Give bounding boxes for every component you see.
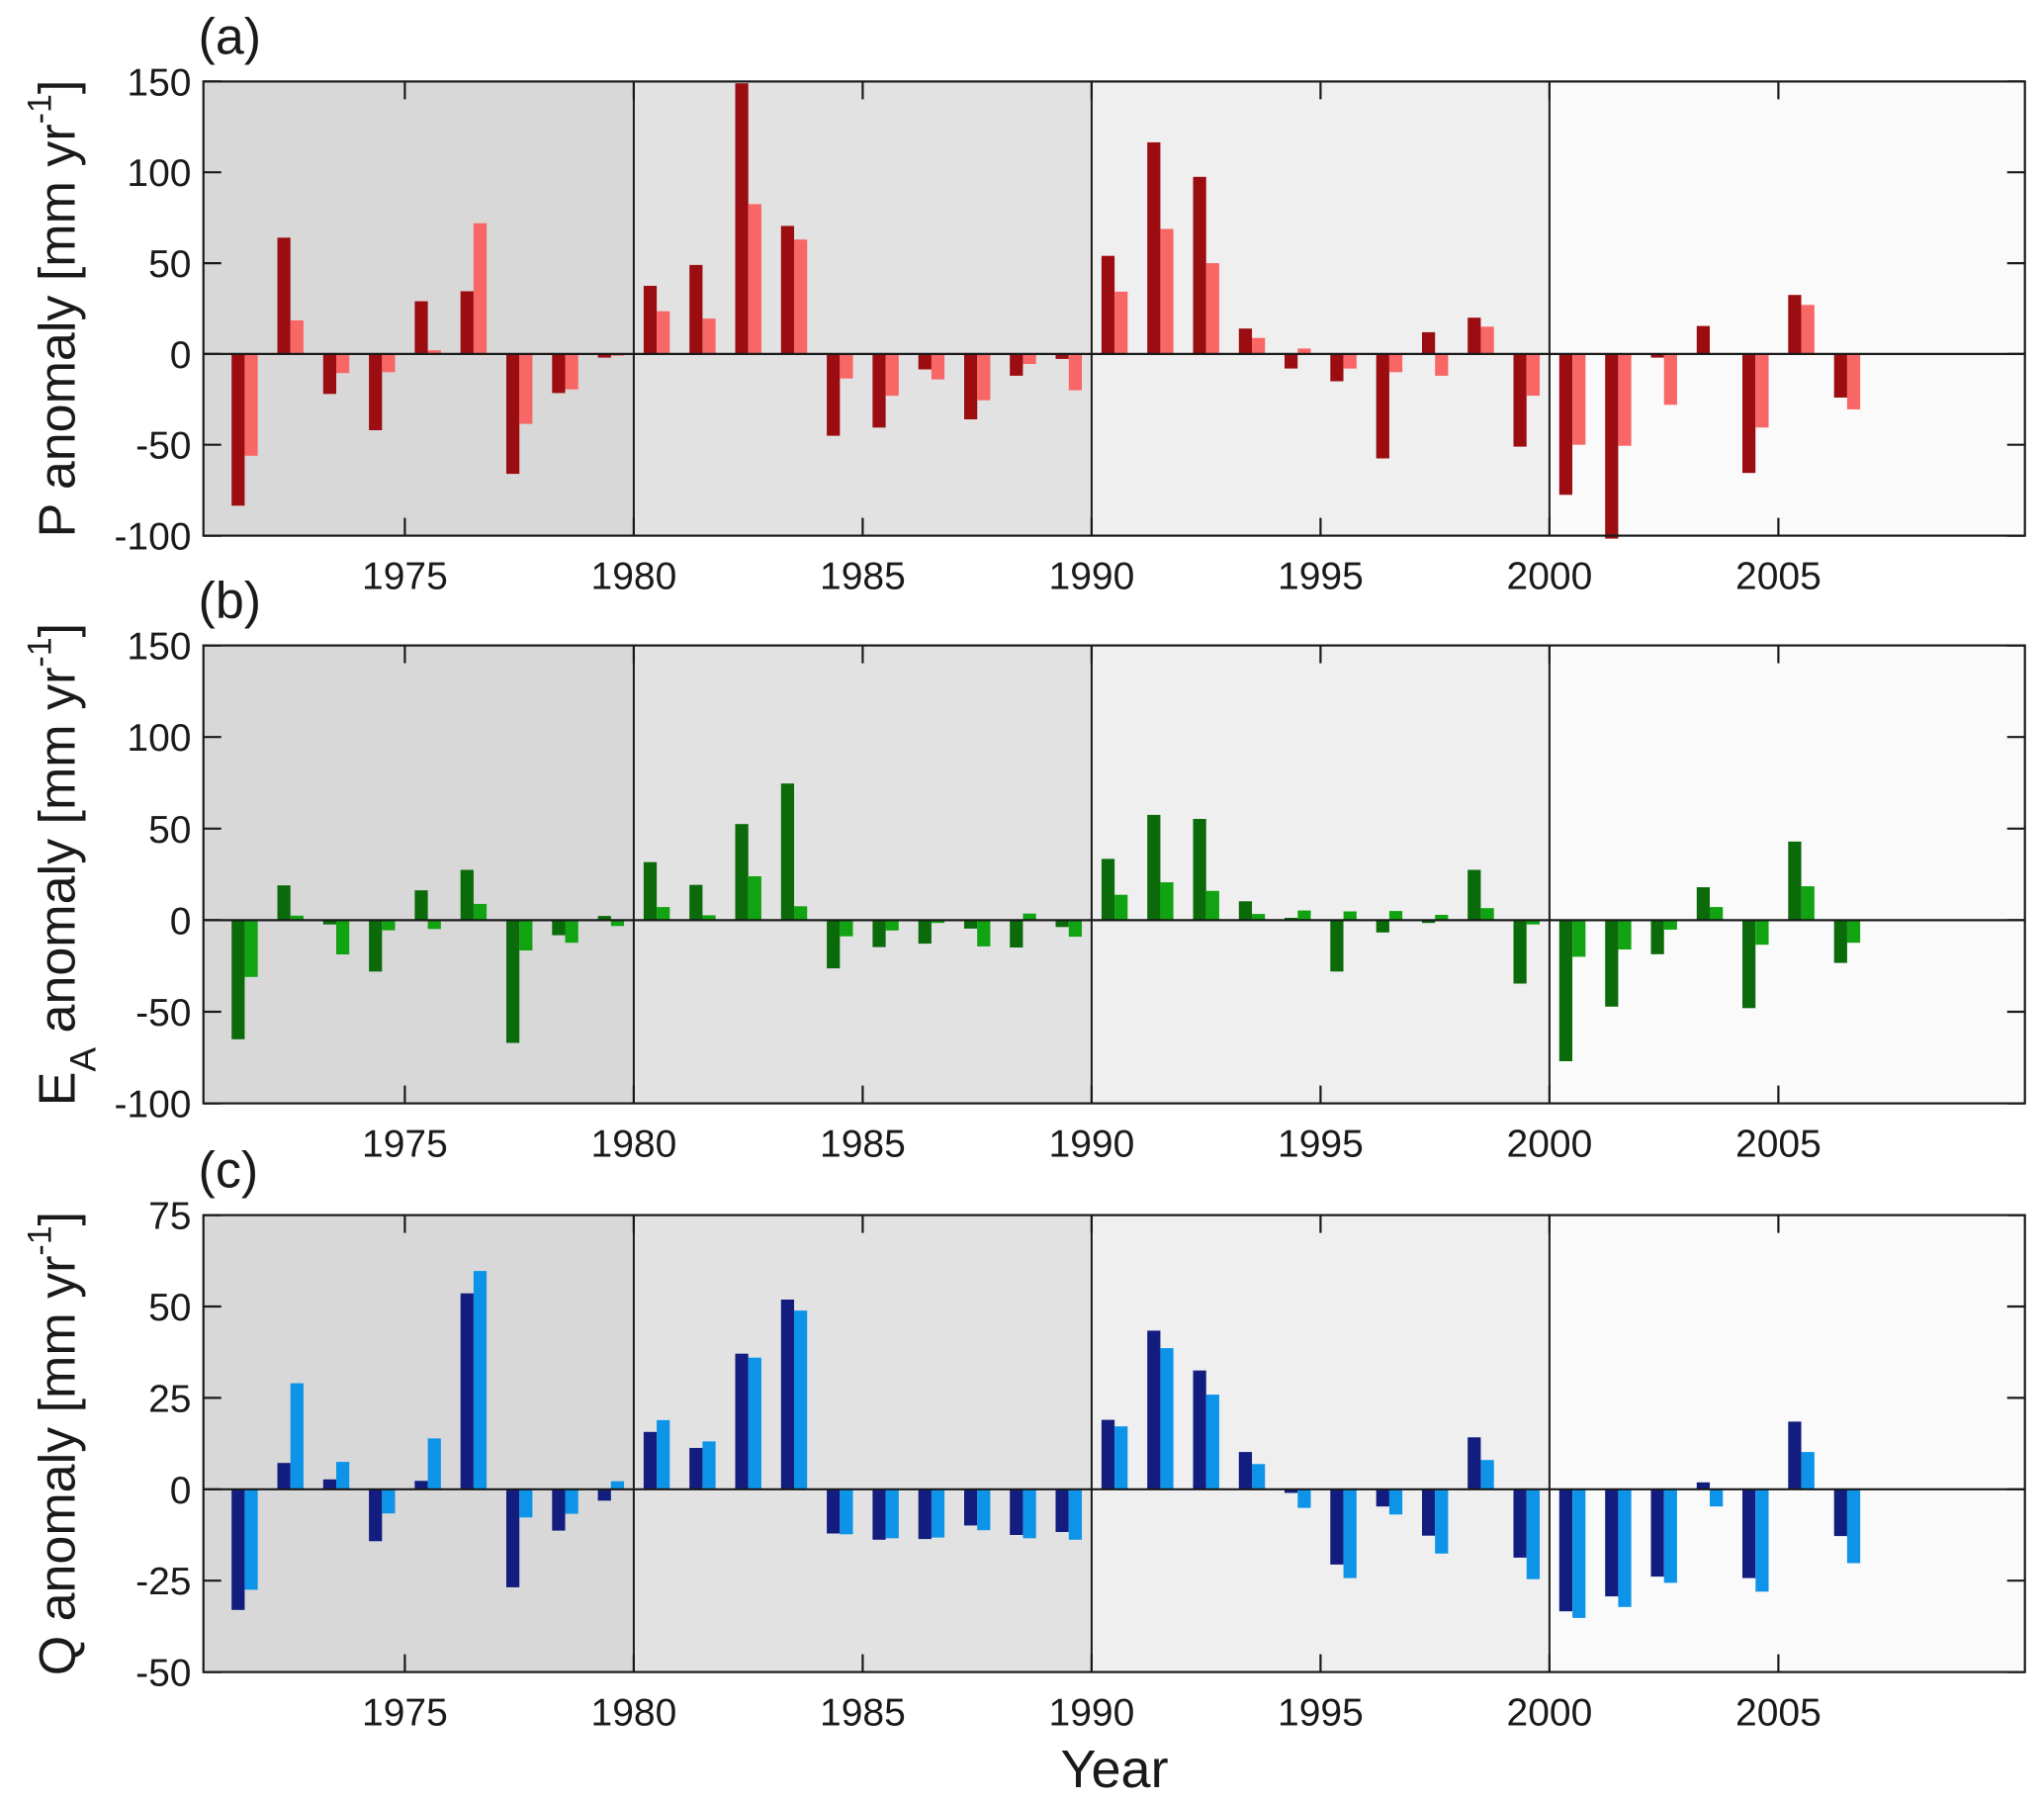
svg-text:-100: -100: [114, 1084, 191, 1126]
svg-text:50: 50: [148, 243, 191, 286]
svg-text:2000: 2000: [1507, 1692, 1593, 1735]
svg-text:1995: 1995: [1278, 1124, 1364, 1166]
svg-text:P anomaly [mm yr-1]: P anomaly [mm yr-1]: [22, 80, 87, 538]
svg-text:1985: 1985: [820, 556, 906, 598]
svg-text:1975: 1975: [362, 1124, 448, 1166]
svg-text:-50: -50: [135, 1653, 191, 1695]
svg-text:50: 50: [148, 1287, 191, 1329]
svg-text:2005: 2005: [1735, 1692, 1822, 1735]
svg-text:2000: 2000: [1507, 1124, 1593, 1166]
svg-text:(c): (c): [199, 1142, 259, 1200]
svg-text:25: 25: [148, 1378, 191, 1420]
svg-text:150: 150: [127, 61, 191, 104]
svg-text:1995: 1995: [1278, 556, 1364, 598]
svg-text:0: 0: [170, 1470, 192, 1512]
svg-text:0: 0: [170, 334, 192, 377]
svg-text:-50: -50: [135, 992, 191, 1035]
svg-text:-25: -25: [135, 1561, 191, 1603]
svg-text:1995: 1995: [1278, 1692, 1364, 1735]
svg-text:(b): (b): [199, 573, 262, 630]
svg-text:1980: 1980: [591, 556, 677, 598]
svg-text:2005: 2005: [1735, 1124, 1822, 1166]
svg-text:1980: 1980: [591, 1124, 677, 1166]
svg-text:2000: 2000: [1507, 556, 1593, 598]
svg-text:-100: -100: [114, 516, 191, 559]
svg-text:(a): (a): [199, 8, 262, 65]
svg-text:150: 150: [127, 626, 191, 669]
svg-text:2005: 2005: [1735, 556, 1822, 598]
svg-text:Q anomaly [mm yr-1]: Q anomaly [mm yr-1]: [22, 1212, 87, 1675]
svg-text:Year: Year: [1060, 1740, 1168, 1797]
svg-text:0: 0: [170, 900, 192, 943]
svg-text:1990: 1990: [1049, 1692, 1135, 1735]
svg-text:1990: 1990: [1049, 1124, 1135, 1166]
svg-text:1985: 1985: [820, 1124, 906, 1166]
svg-text:50: 50: [148, 809, 191, 852]
svg-text:1975: 1975: [362, 1692, 448, 1735]
svg-text:-50: -50: [135, 425, 191, 468]
svg-text:1980: 1980: [591, 1692, 677, 1735]
svg-text:100: 100: [127, 717, 191, 760]
svg-text:1975: 1975: [362, 556, 448, 598]
svg-text:100: 100: [127, 152, 191, 195]
svg-text:75: 75: [148, 1196, 191, 1238]
svg-text:1990: 1990: [1049, 556, 1135, 598]
svg-text:1985: 1985: [820, 1692, 906, 1735]
